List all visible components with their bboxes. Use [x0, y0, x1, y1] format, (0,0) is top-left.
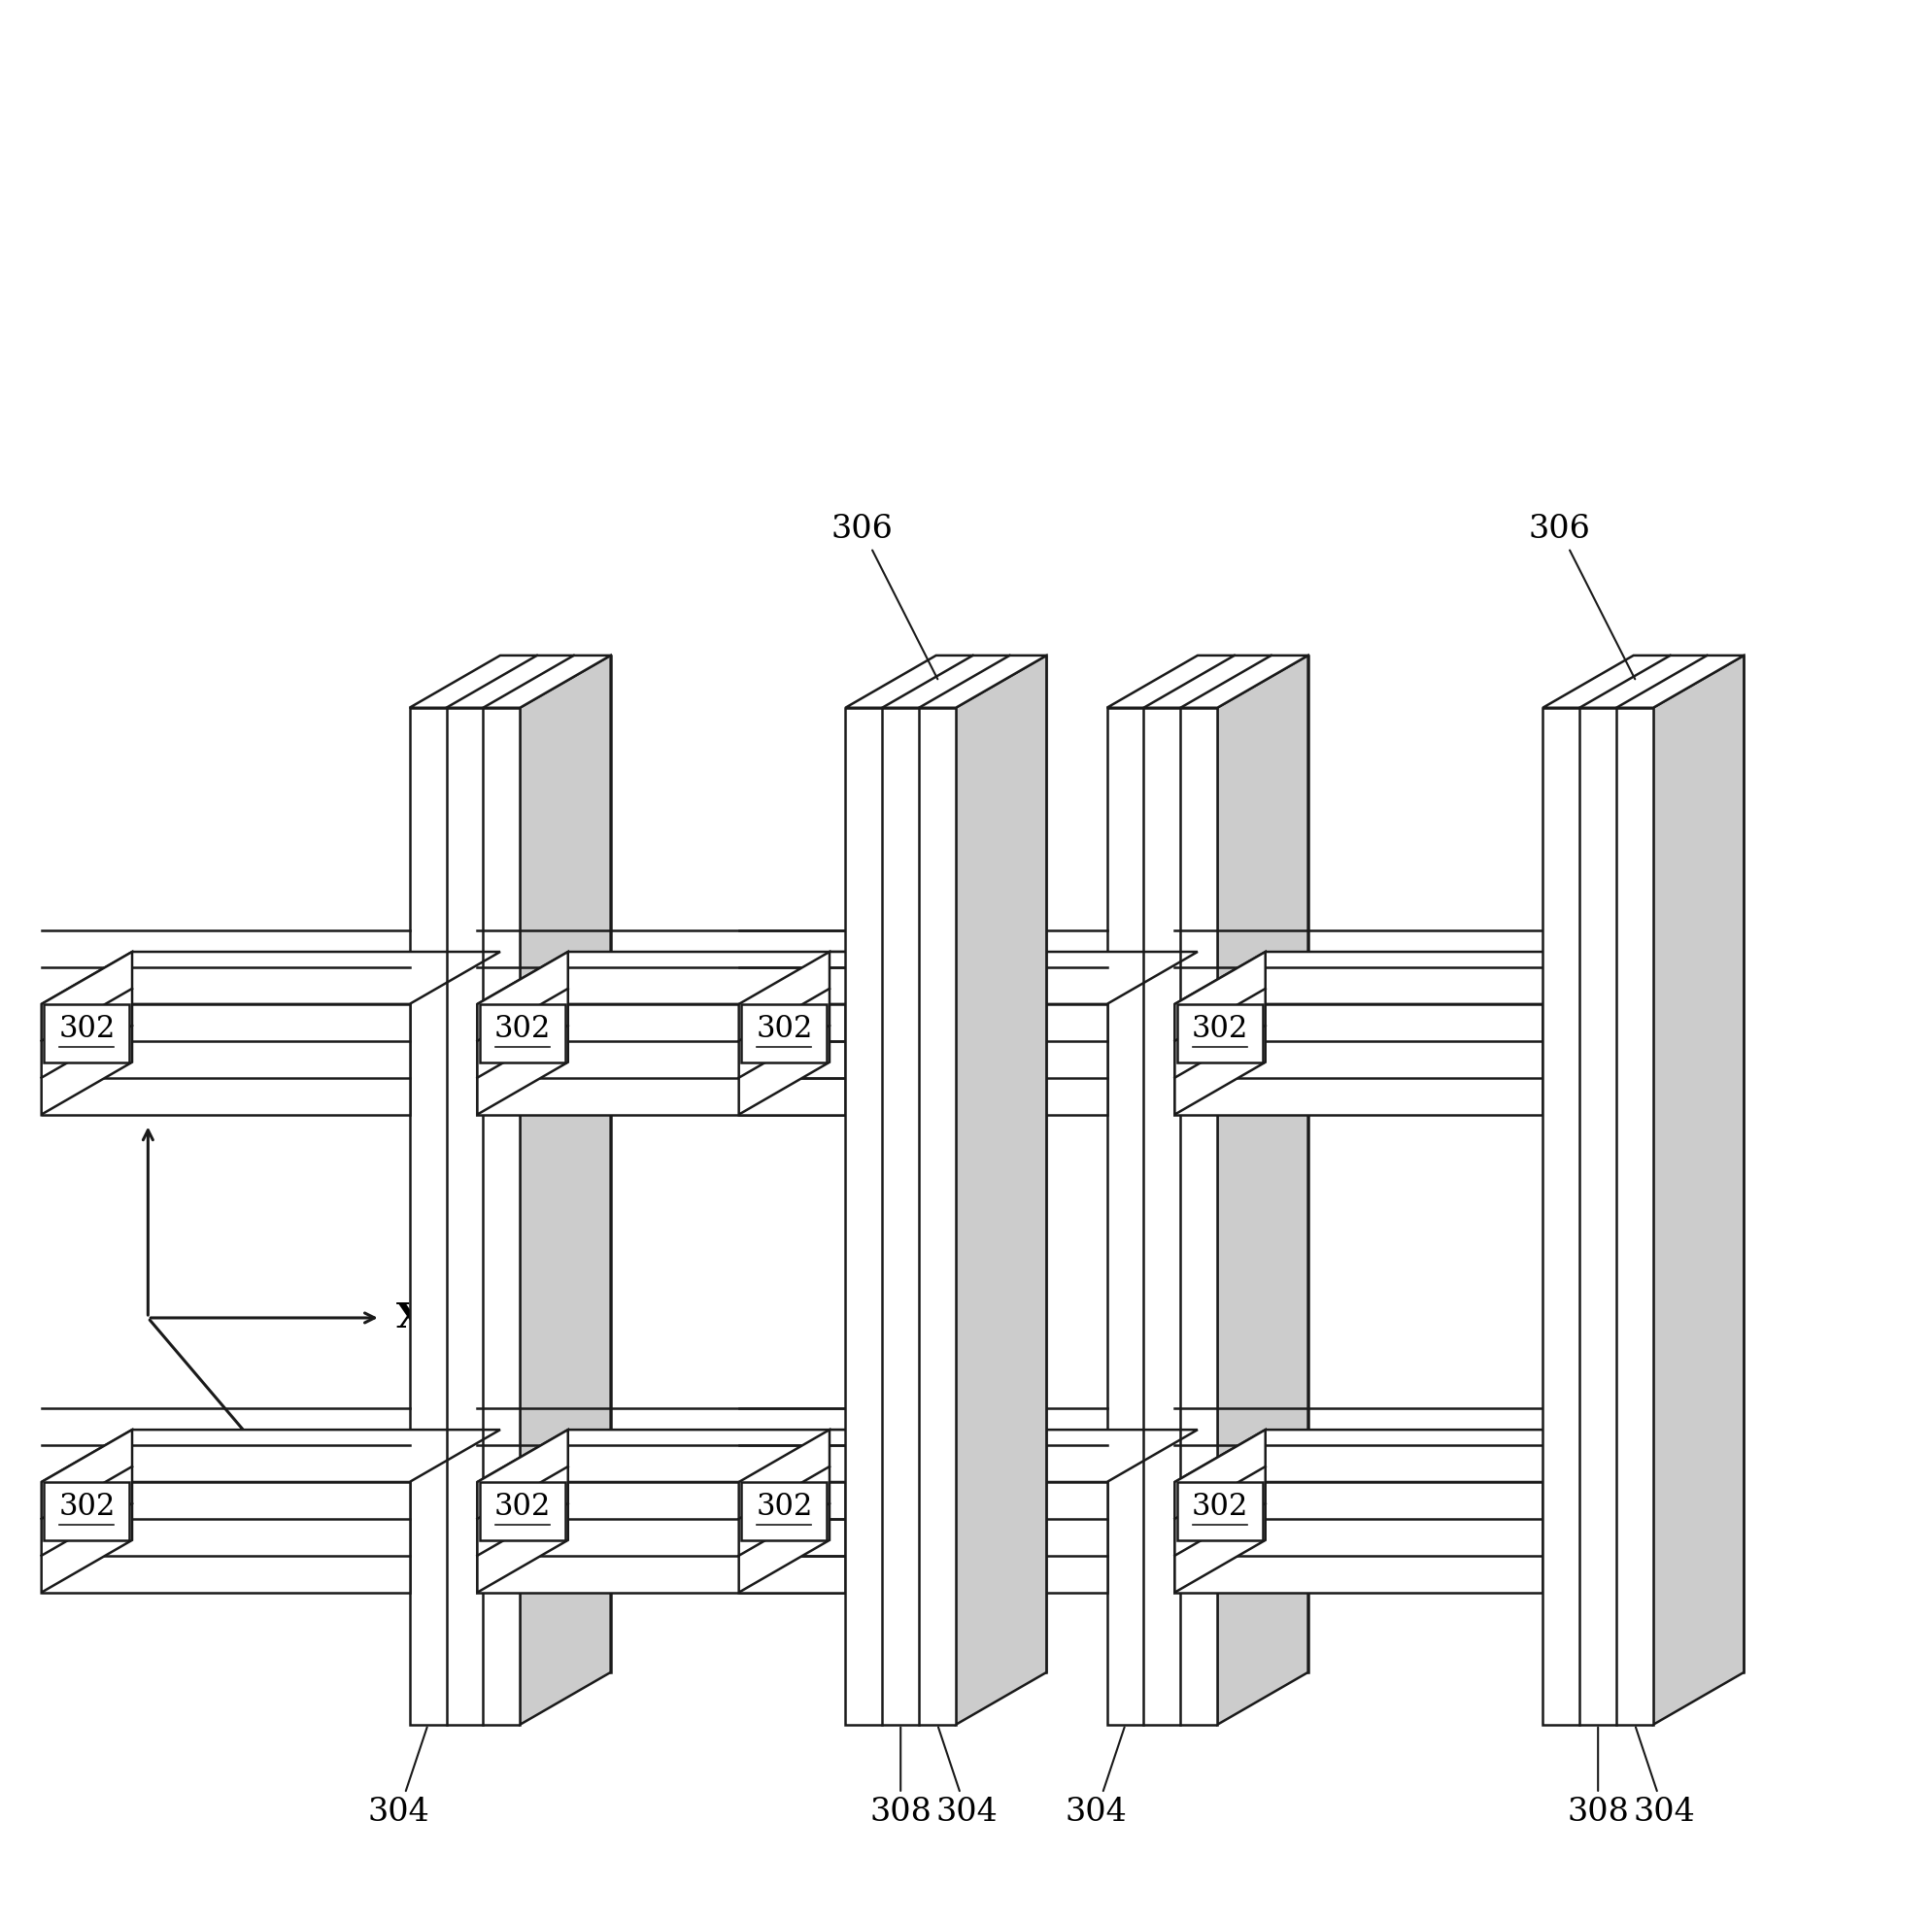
Text: 306: 306 — [1528, 515, 1634, 680]
Polygon shape — [410, 707, 520, 1725]
Text: 302: 302 — [495, 1014, 551, 1045]
Polygon shape — [738, 1062, 1198, 1114]
Text: 304: 304 — [1065, 1727, 1126, 1827]
Text: 302: 302 — [495, 1493, 551, 1521]
Polygon shape — [738, 951, 1198, 1005]
Bar — [44, 1005, 129, 1062]
Polygon shape — [41, 1429, 500, 1481]
Polygon shape — [738, 1429, 829, 1593]
Polygon shape — [477, 951, 935, 1005]
Polygon shape — [1175, 951, 1633, 1005]
Polygon shape — [1542, 707, 1652, 1725]
Polygon shape — [738, 1429, 1198, 1481]
Polygon shape — [1107, 655, 1308, 707]
Bar — [1177, 1005, 1262, 1062]
Polygon shape — [1652, 655, 1743, 1725]
Text: 302: 302 — [1192, 1493, 1248, 1521]
Bar — [44, 1481, 129, 1541]
Polygon shape — [1217, 655, 1308, 1725]
Bar — [479, 1005, 564, 1062]
Polygon shape — [568, 1429, 935, 1541]
Polygon shape — [1175, 1541, 1633, 1593]
Polygon shape — [738, 1541, 1198, 1593]
Polygon shape — [520, 655, 611, 1725]
Polygon shape — [1175, 1429, 1265, 1593]
Text: 308: 308 — [1567, 1727, 1629, 1827]
Polygon shape — [41, 951, 131, 1114]
Polygon shape — [1175, 1062, 1633, 1114]
Text: 302: 302 — [1192, 1014, 1248, 1045]
Bar — [479, 1481, 564, 1541]
Polygon shape — [829, 1429, 1198, 1541]
Polygon shape — [41, 951, 500, 1005]
Polygon shape — [41, 1005, 410, 1114]
Polygon shape — [844, 655, 1045, 707]
Polygon shape — [41, 1541, 500, 1593]
Polygon shape — [844, 707, 954, 1725]
Text: 304: 304 — [935, 1727, 997, 1827]
Text: 306: 306 — [831, 515, 937, 680]
Polygon shape — [41, 1481, 410, 1593]
Text: 302: 302 — [755, 1493, 811, 1521]
Polygon shape — [477, 1541, 935, 1593]
Text: 304: 304 — [1633, 1727, 1694, 1827]
Polygon shape — [738, 1481, 1107, 1593]
Polygon shape — [1198, 655, 1308, 1673]
Polygon shape — [477, 951, 568, 1114]
Polygon shape — [738, 1005, 1107, 1114]
Text: 302: 302 — [755, 1014, 811, 1045]
Text: Y: Y — [274, 1452, 299, 1485]
Polygon shape — [477, 1481, 844, 1593]
Polygon shape — [131, 1429, 500, 1541]
Text: 304: 304 — [367, 1727, 429, 1827]
Polygon shape — [829, 951, 1198, 1062]
Bar — [742, 1005, 827, 1062]
Polygon shape — [500, 655, 611, 1673]
Polygon shape — [1175, 1429, 1633, 1481]
Polygon shape — [1175, 951, 1265, 1114]
Text: Z: Z — [116, 1083, 141, 1116]
Polygon shape — [935, 655, 1045, 1673]
Text: 302: 302 — [58, 1014, 116, 1045]
Polygon shape — [1107, 707, 1217, 1725]
Polygon shape — [1542, 655, 1743, 707]
Text: 308: 308 — [869, 1727, 931, 1827]
Polygon shape — [477, 1005, 844, 1114]
Polygon shape — [1265, 951, 1633, 1062]
Bar — [742, 1481, 827, 1541]
Polygon shape — [1633, 655, 1743, 1673]
Bar — [1177, 1481, 1262, 1541]
Text: X: X — [396, 1301, 423, 1335]
Polygon shape — [41, 1062, 500, 1114]
Text: 302: 302 — [58, 1493, 116, 1521]
Polygon shape — [1175, 1481, 1542, 1593]
Polygon shape — [568, 951, 935, 1062]
Polygon shape — [1265, 1429, 1633, 1541]
Polygon shape — [41, 1429, 131, 1593]
Polygon shape — [477, 1062, 935, 1114]
Polygon shape — [1175, 1005, 1542, 1114]
Polygon shape — [410, 655, 611, 707]
Polygon shape — [954, 655, 1045, 1725]
Polygon shape — [131, 951, 500, 1062]
Polygon shape — [477, 1429, 935, 1481]
Polygon shape — [738, 951, 829, 1114]
Polygon shape — [477, 1429, 568, 1593]
